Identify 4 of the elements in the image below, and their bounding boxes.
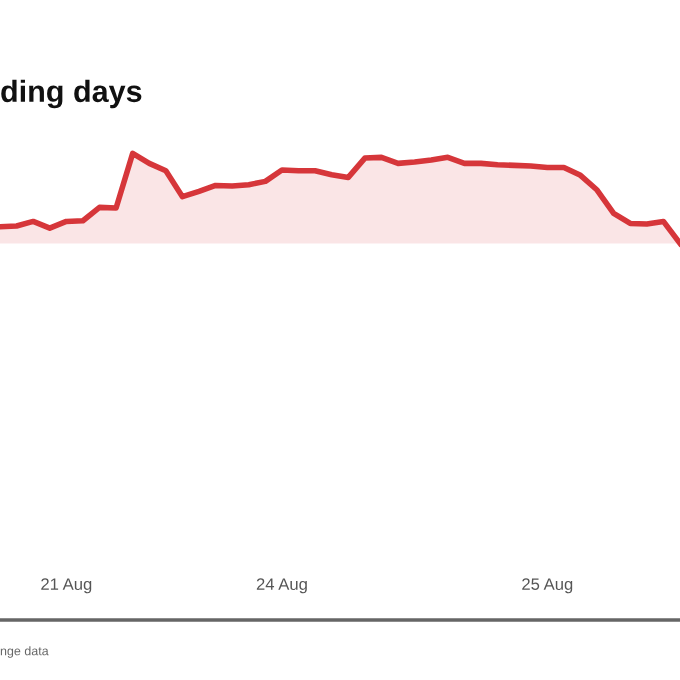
chart-title: ding days: [1, 79, 142, 109]
x-tick-label: 25 Aug: [522, 578, 573, 594]
x-tick-label: 21 Aug: [41, 578, 92, 594]
x-tick-label: 24 Aug: [256, 578, 307, 594]
